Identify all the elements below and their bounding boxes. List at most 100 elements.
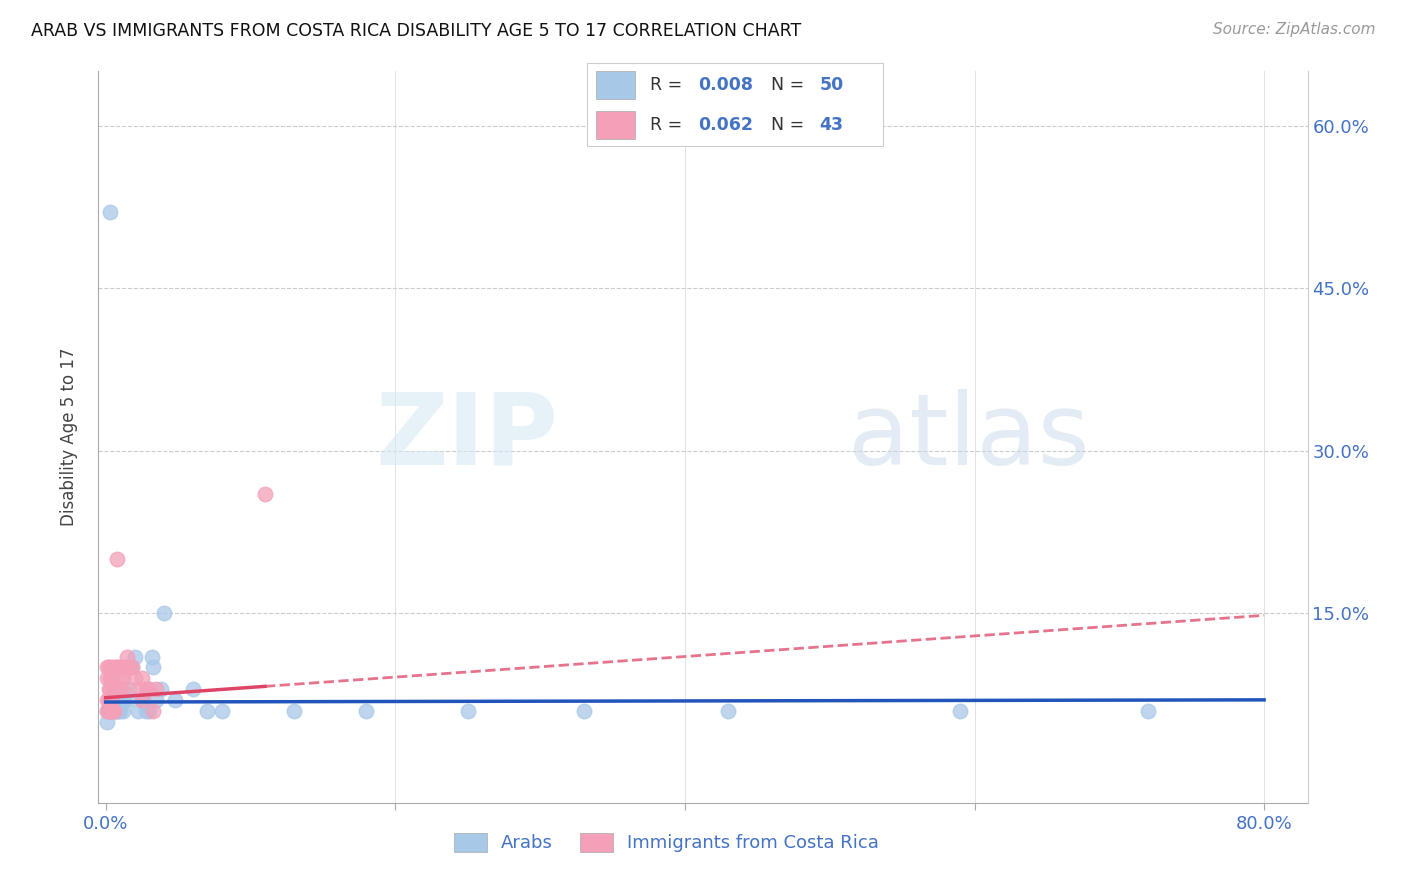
Point xyxy=(101,704,124,718)
Point xyxy=(107,704,129,718)
Legend: Arabs, Immigrants from Costa Rica: Arabs, Immigrants from Costa Rica xyxy=(447,826,886,860)
Point xyxy=(105,660,128,674)
Text: ZIP: ZIP xyxy=(375,389,558,485)
Text: 0.062: 0.062 xyxy=(699,116,754,134)
Point xyxy=(356,704,378,718)
Point xyxy=(118,681,141,696)
Point xyxy=(108,671,131,685)
Point xyxy=(138,681,160,696)
Point xyxy=(131,693,153,707)
Point xyxy=(110,693,132,707)
Point xyxy=(96,693,118,707)
Point xyxy=(142,704,165,718)
Point xyxy=(100,704,122,718)
Point xyxy=(131,693,153,707)
Point xyxy=(104,660,127,674)
Text: Source: ZipAtlas.com: Source: ZipAtlas.com xyxy=(1212,22,1375,37)
Point xyxy=(121,660,143,674)
Point xyxy=(131,671,153,685)
Text: 0.008: 0.008 xyxy=(699,76,754,94)
Point xyxy=(115,660,138,674)
Point xyxy=(98,205,121,219)
Point xyxy=(118,660,141,674)
Point xyxy=(97,681,120,696)
Point xyxy=(717,704,740,718)
FancyBboxPatch shape xyxy=(586,63,883,146)
Point xyxy=(101,660,124,674)
Text: R =: R = xyxy=(650,116,688,134)
Point xyxy=(103,693,125,707)
Point xyxy=(135,681,157,696)
Text: 50: 50 xyxy=(820,76,844,94)
Point xyxy=(132,693,155,707)
Point xyxy=(105,693,128,707)
Point xyxy=(98,693,121,707)
Point xyxy=(96,671,118,685)
Point xyxy=(110,660,132,674)
Point xyxy=(104,704,127,718)
Point xyxy=(97,693,120,707)
Point xyxy=(145,693,167,707)
Point xyxy=(96,704,118,718)
Bar xyxy=(596,71,636,99)
Point xyxy=(101,681,124,696)
Point xyxy=(100,704,122,718)
Text: N =: N = xyxy=(770,116,810,134)
Point xyxy=(253,487,276,501)
Point xyxy=(105,552,128,566)
Point xyxy=(103,704,125,718)
Text: 43: 43 xyxy=(820,116,844,134)
Point xyxy=(98,681,121,696)
Point xyxy=(283,704,305,718)
Point xyxy=(112,681,135,696)
Point xyxy=(127,681,149,696)
Point xyxy=(1137,704,1160,718)
Point xyxy=(97,660,120,674)
Point xyxy=(97,704,120,718)
Text: N =: N = xyxy=(770,76,810,94)
Point xyxy=(195,704,218,718)
Point xyxy=(96,714,118,729)
Text: R =: R = xyxy=(650,76,688,94)
Point xyxy=(108,693,131,707)
Point xyxy=(141,649,163,664)
Point xyxy=(138,704,160,718)
Point xyxy=(107,660,129,674)
Text: ARAB VS IMMIGRANTS FROM COSTA RICA DISABILITY AGE 5 TO 17 CORRELATION CHART: ARAB VS IMMIGRANTS FROM COSTA RICA DISAB… xyxy=(31,22,801,40)
Bar xyxy=(596,111,636,139)
Point xyxy=(103,681,125,696)
Point xyxy=(135,704,157,718)
Point xyxy=(127,704,149,718)
Point xyxy=(108,704,131,718)
Point xyxy=(97,693,120,707)
Point xyxy=(145,681,167,696)
Point xyxy=(103,704,125,718)
Point xyxy=(149,681,172,696)
Text: atlas: atlas xyxy=(848,389,1090,485)
Point xyxy=(101,693,124,707)
Y-axis label: Disability Age 5 to 17: Disability Age 5 to 17 xyxy=(59,348,77,526)
Point xyxy=(112,671,135,685)
Point xyxy=(152,606,174,620)
Point xyxy=(97,704,120,718)
Point xyxy=(572,704,595,718)
Point xyxy=(98,660,121,674)
Point xyxy=(165,693,187,707)
Point xyxy=(98,704,121,718)
Point xyxy=(96,704,118,718)
Point xyxy=(114,693,136,707)
Point xyxy=(100,671,122,685)
Point xyxy=(100,704,122,718)
Point xyxy=(117,693,139,707)
Point xyxy=(138,681,160,696)
Point xyxy=(100,693,122,707)
Point xyxy=(121,660,143,674)
Point xyxy=(96,660,118,674)
Point xyxy=(105,704,128,718)
Point xyxy=(101,704,124,718)
Point xyxy=(108,681,131,696)
Point xyxy=(181,681,204,696)
Point xyxy=(457,704,479,718)
Point xyxy=(142,660,165,674)
Point xyxy=(104,681,127,696)
